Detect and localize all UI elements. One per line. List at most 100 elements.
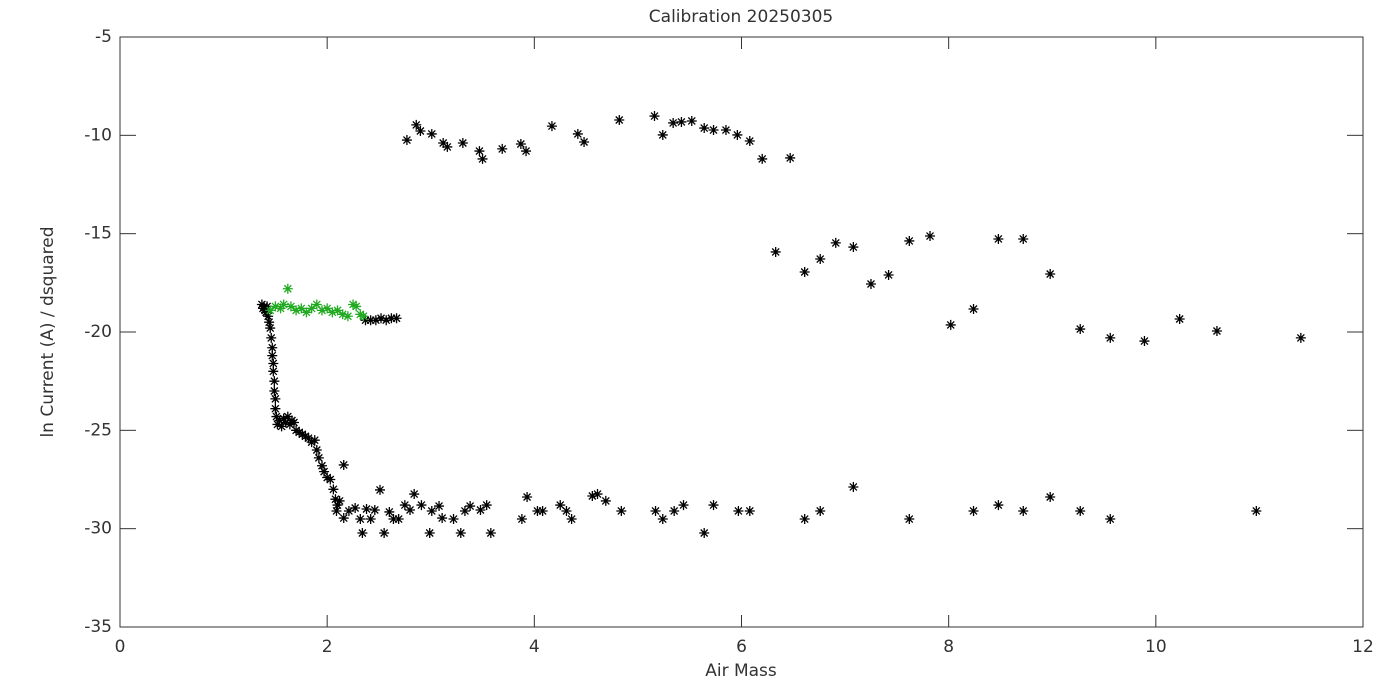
- data-point: [657, 514, 668, 525]
- data-point: [614, 114, 625, 125]
- data-point: [393, 514, 404, 525]
- data-point: [267, 350, 278, 361]
- y-tick-label: -10: [84, 125, 112, 145]
- data-point: [338, 459, 349, 470]
- data-point: [546, 121, 557, 132]
- data-point: [657, 129, 668, 140]
- data-point: [477, 153, 488, 164]
- data-point: [278, 413, 289, 424]
- data-point: [1105, 514, 1116, 525]
- data-point: [342, 311, 353, 322]
- data-point: [485, 527, 496, 538]
- data-point: [733, 505, 744, 516]
- data-point: [457, 138, 468, 149]
- data-point: [337, 309, 348, 320]
- data-point: [306, 303, 317, 314]
- data-point: [311, 445, 322, 455]
- data-point: [379, 527, 390, 538]
- data-point: [268, 366, 279, 377]
- data-point: [785, 152, 796, 163]
- data-point: [399, 500, 410, 511]
- data-point: [331, 505, 342, 516]
- data-point: [328, 484, 339, 495]
- data-point: [301, 307, 312, 318]
- y-tick-label: -15: [84, 224, 112, 244]
- data-point: [265, 305, 276, 316]
- data-point: [720, 125, 731, 136]
- data-point: [1211, 326, 1222, 337]
- data-point: [365, 315, 376, 326]
- y-tick-label: -35: [84, 617, 112, 637]
- data-point: [587, 491, 598, 502]
- data-point: [386, 313, 397, 324]
- data-point: [848, 481, 859, 492]
- data-point: [522, 492, 533, 503]
- data-point: [1045, 492, 1056, 503]
- data-point: [1018, 233, 1029, 244]
- data-point: [384, 506, 395, 517]
- data-point: [325, 474, 336, 485]
- data-point: [285, 301, 296, 312]
- data-point: [744, 136, 755, 147]
- data-point: [1174, 314, 1185, 325]
- data-point: [270, 393, 281, 404]
- data-point: [455, 527, 466, 538]
- data-point: [261, 307, 272, 318]
- y-axis-label: ln Current (A) / dsquared: [38, 226, 58, 437]
- x-tick-label: 0: [115, 637, 126, 657]
- data-point: [332, 305, 343, 316]
- data-point: [376, 313, 387, 324]
- data-point: [401, 135, 412, 146]
- data-point: [266, 332, 277, 343]
- data-point: [269, 386, 280, 396]
- data-point: [296, 303, 307, 314]
- data-point: [616, 505, 627, 516]
- data-point: [708, 125, 719, 136]
- data-point: [415, 126, 426, 137]
- data-point: [883, 269, 894, 280]
- data-point: [1045, 268, 1056, 279]
- data-point: [294, 427, 305, 438]
- data-point: [865, 279, 876, 290]
- data-point: [993, 233, 1004, 244]
- data-point: [269, 376, 280, 387]
- data-point: [416, 500, 427, 511]
- data-point: [365, 514, 376, 525]
- data-point: [649, 111, 660, 122]
- data-point: [600, 495, 611, 506]
- data-point: [669, 505, 680, 516]
- data-point: [799, 267, 810, 278]
- x-tick-label: 4: [529, 637, 540, 657]
- data-point: [904, 235, 915, 246]
- data-point: [316, 305, 327, 316]
- data-point: [676, 116, 687, 127]
- data-point: [1251, 505, 1262, 516]
- data-point: [459, 505, 470, 516]
- x-tick-label: 10: [1145, 637, 1167, 657]
- data-point: [532, 505, 543, 516]
- data-point: [437, 513, 448, 524]
- data-point: [264, 317, 275, 328]
- data-point: [945, 319, 956, 330]
- data-point: [369, 504, 380, 515]
- x-tick-label: 6: [736, 637, 747, 657]
- data-point: [1018, 505, 1029, 516]
- data-point: [848, 242, 859, 253]
- data-point: [343, 505, 354, 516]
- data-point: [309, 435, 320, 446]
- data-point: [355, 309, 366, 320]
- data-point: [348, 299, 359, 310]
- data-point: [319, 466, 330, 477]
- data-point: [699, 123, 710, 134]
- data-point: [272, 419, 283, 430]
- data-point: [537, 505, 548, 516]
- data-point: [278, 299, 289, 310]
- data-point: [424, 527, 435, 538]
- data-point: [322, 303, 333, 314]
- data-point: [267, 342, 278, 353]
- data-point: [405, 504, 416, 515]
- data-point: [411, 119, 422, 130]
- data-point: [289, 417, 300, 428]
- data-point: [361, 504, 372, 514]
